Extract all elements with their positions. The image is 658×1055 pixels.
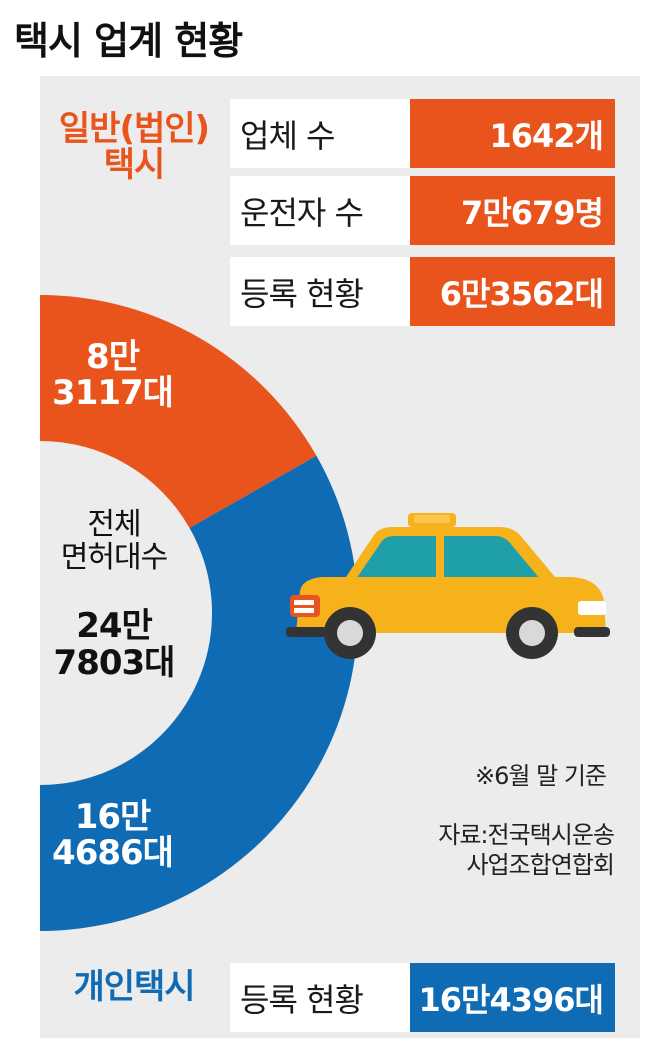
center-caption-line1: 전체 xyxy=(87,507,141,542)
individual-slice xyxy=(40,455,358,931)
taxi-rear-window xyxy=(444,536,540,579)
taxi-front-hubcap xyxy=(519,620,545,646)
taxi-head-light xyxy=(578,601,606,615)
company-count-value: 1642개 xyxy=(410,99,615,168)
taxi-front-bumper xyxy=(574,627,610,637)
individual-slice-label-line2: 4686대 xyxy=(52,832,174,873)
taxi-rear-bumper xyxy=(286,627,328,637)
corporate-slice-label-line1: 8만 xyxy=(86,337,140,377)
center-total-line2: 7803대 xyxy=(53,643,176,684)
taxi-front-window xyxy=(356,536,436,579)
center-caption: 전체 면허대수 xyxy=(40,508,188,574)
taxi-roof-sign-light xyxy=(414,515,450,523)
center-caption-line2: 면허대수 xyxy=(60,540,168,575)
driver-count-label: 운전자 수 xyxy=(230,176,410,245)
individual-slice-label: 16만 4686대 xyxy=(40,797,185,873)
taxi-car-icon xyxy=(286,513,610,659)
company-count-label: 업체 수 xyxy=(230,99,410,168)
center-total-line1: 24만 xyxy=(76,606,153,646)
corporate-registration-label: 등록 현황 xyxy=(230,257,410,326)
source-line1: 자료:전국택시운송 xyxy=(438,821,615,849)
corporate-title-line1: 일반(법인) xyxy=(58,109,210,149)
individual-slice-label-line1: 16만 xyxy=(74,797,152,837)
chart-title: 택시 업계 현황 xyxy=(14,19,243,63)
individual-registration-value: 16만4396대 xyxy=(410,963,615,1032)
corporate-registration-value: 6만3562대 xyxy=(410,257,615,326)
corporate-taxi-title: 일반(법인) 택시 xyxy=(44,109,224,185)
individual-registration-label: 등록 현황 xyxy=(230,963,410,1032)
corporate-slice-label-line2: 3117대 xyxy=(52,372,174,413)
corporate-slice-label: 8만 3117대 xyxy=(40,337,185,413)
center-total: 24만 7803대 xyxy=(40,606,188,684)
reference-note: ※6월 말 기준 xyxy=(475,762,607,790)
driver-count-value: 7만679명 xyxy=(410,176,615,245)
source-note: 자료:전국택시운송 사업조합연합회 xyxy=(438,820,615,880)
taxi-tail-light-stripe-1 xyxy=(294,600,314,605)
corporate-title-line2: 택시 xyxy=(103,144,166,185)
corporate-slice xyxy=(40,295,317,528)
individual-taxi-title: 개인택시 xyxy=(73,967,195,1007)
taxi-tail-light-stripe-2 xyxy=(294,608,314,613)
taxi-rear-hubcap xyxy=(337,620,363,646)
taxi-tail-light xyxy=(290,595,320,617)
source-line2: 사업조합연합회 xyxy=(466,851,615,879)
